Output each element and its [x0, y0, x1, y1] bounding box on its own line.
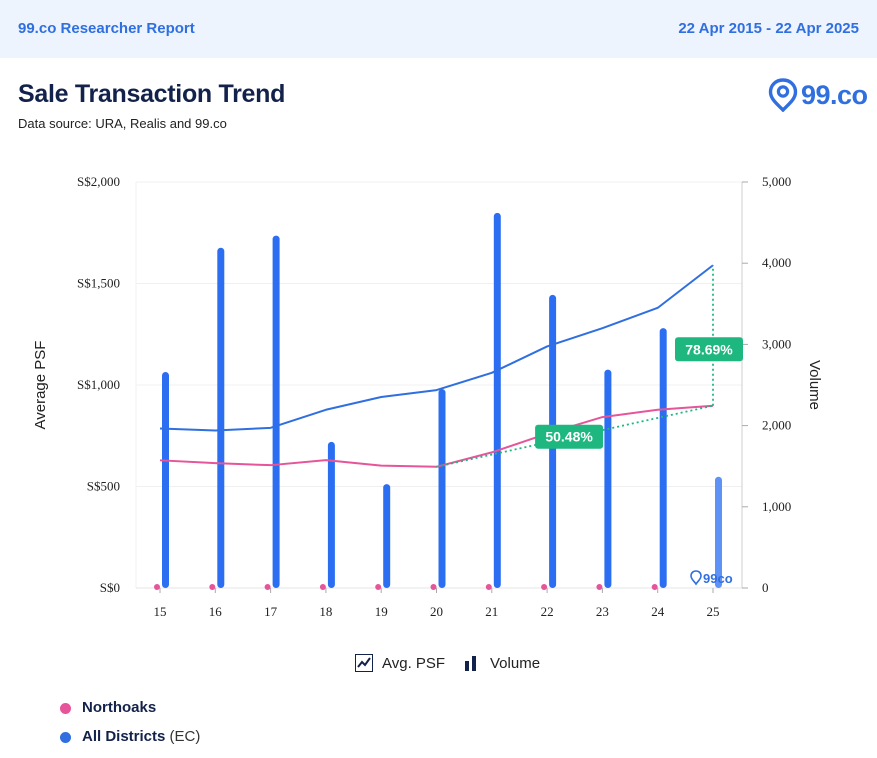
northoaks-psf-line: [159, 404, 714, 468]
location-pin-icon: [768, 78, 798, 112]
northoaks-volume-dot: [541, 584, 548, 590]
data-source: Data source: URA, Realis and 99.co: [18, 116, 227, 131]
growth-badge: 78.69%: [675, 337, 743, 362]
watermark-pin-icon: [690, 570, 702, 586]
volume-bar: [493, 212, 501, 588]
watermark-text: 99co: [703, 571, 733, 586]
x-tick-label: 21: [485, 604, 498, 619]
series-legend-suffix: (EC): [169, 728, 201, 745]
growth-badge-box: [535, 424, 604, 449]
growth-badge-box: [675, 337, 743, 362]
y-tick-label: S$0: [100, 580, 120, 595]
volume-bar: [715, 476, 722, 588]
northoaks-color-dot: [60, 703, 71, 714]
northoaks-volume-dot: [596, 584, 603, 590]
volume-bar: [162, 372, 169, 588]
y2-tick-label: 0: [762, 580, 769, 595]
volume-bar: [327, 441, 335, 588]
growth-badge-label: 78.69%: [685, 341, 733, 357]
volume-bar: [438, 389, 446, 588]
northoaks-volume-dot: [319, 584, 326, 590]
x-tick-label: 17: [264, 604, 278, 619]
y2-axis-title: Volume: [806, 360, 823, 410]
brand-logo: 99.co: [768, 78, 868, 114]
northoaks-volume-dot: [651, 584, 658, 590]
x-tick-label: 15: [154, 604, 167, 619]
y-tick-label: S$1,000: [77, 377, 120, 392]
y2-tick-label: 5,000: [762, 174, 791, 189]
legend-avg-psf-label: Avg. PSF: [382, 655, 446, 672]
northoaks-volume-dot: [264, 584, 271, 590]
y2-tick-label: 3,000: [762, 336, 791, 351]
x-tick-label: 19: [375, 604, 388, 619]
logo-text: 99.co: [801, 80, 868, 110]
northoaks-volume-dot: [485, 584, 492, 590]
sale-transaction-chart: S$0 S$500 S$1,000 S$1,500 S$2,000 0 1,000 2,000…: [32, 174, 823, 619]
report-header-bar: 99.co Researcher Report 22 Apr 2015 - 22…: [0, 0, 877, 58]
volume-bar: [217, 247, 225, 588]
chart-legend: Avg. PSF Volume: [0, 652, 877, 678]
northoaks-volume-dot: [154, 584, 160, 590]
x-tick-label: 23: [596, 604, 609, 619]
all-districts-psf-line: [159, 264, 714, 432]
series-legend-name: All Districts: [82, 728, 166, 745]
all-districts-color-dot: [60, 732, 71, 743]
volume-bar: [272, 235, 280, 589]
y-tick-label: S$2,000: [77, 174, 120, 189]
x-tick-label: 25: [707, 604, 720, 619]
northoaks-volume-dot: [209, 584, 216, 590]
report-brand: 99.co Researcher Report: [18, 20, 195, 37]
report-date-range: 22 Apr 2015 - 22 Apr 2025: [678, 20, 859, 37]
chart-title: Sale Transaction Trend: [18, 80, 286, 108]
northoaks-volume-dot: [430, 584, 437, 590]
volume-bar: [604, 369, 612, 588]
volume-bar: [659, 328, 667, 588]
y-tick-label: S$500: [87, 479, 120, 494]
y2-tick-label: 4,000: [762, 255, 791, 270]
x-tick-label: 24: [651, 604, 665, 619]
volume-bar: [383, 484, 391, 588]
x-tick-label: 18: [319, 604, 332, 619]
legend-volume-label: Volume: [490, 655, 541, 672]
series-legend-name: Northoaks: [82, 699, 157, 716]
y-tick-label: S$1,500: [77, 276, 120, 291]
northoaks-volume-dot: [375, 584, 382, 590]
y-axis-title: Average PSF: [32, 341, 49, 430]
y2-tick-label: 2,000: [762, 418, 791, 433]
bar-chart-icon: [465, 656, 476, 671]
watermark-logo: 99co: [690, 570, 733, 586]
line-chart-icon: [355, 654, 373, 672]
x-tick-label: 20: [430, 604, 443, 619]
growth-badge-label: 50.48%: [545, 429, 593, 445]
x-tick-label: 22: [541, 604, 554, 619]
y2-tick-label: 1,000: [762, 499, 791, 514]
growth-badge: 50.48%: [535, 424, 604, 449]
x-tick-label: 16: [209, 604, 223, 619]
